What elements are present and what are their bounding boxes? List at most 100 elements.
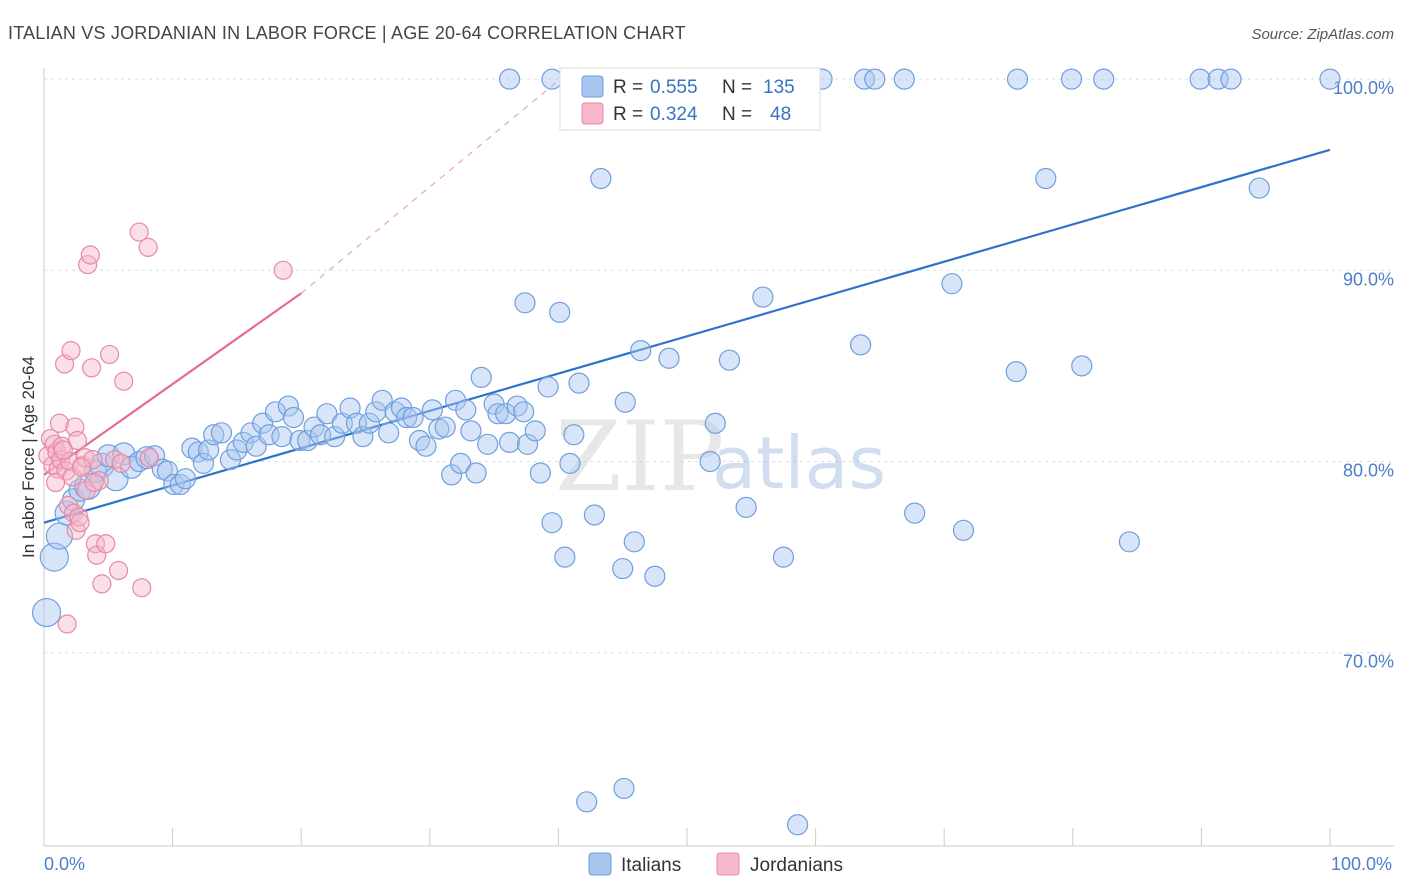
point-italians-35: [271, 426, 293, 448]
point-jordanians-40: [132, 578, 152, 598]
point-jordanians-36: [108, 560, 129, 581]
series-italians: [31, 68, 1341, 836]
point-italians-93: [699, 450, 721, 473]
point-italians-78: [537, 376, 559, 398]
point-italians-108: [514, 292, 536, 314]
series-legend: Italians Jordanians: [588, 852, 843, 876]
point-italians-70: [487, 403, 509, 425]
point-italians-73: [506, 395, 528, 417]
x-tick-label-left: 0.0%: [44, 854, 85, 874]
y-axis-title: In Labor Force | Age 20-64: [19, 356, 38, 558]
point-italians-58: [421, 399, 443, 421]
axes: [43, 68, 1394, 847]
point-jordanians-33: [96, 534, 116, 554]
point-italians-101: [941, 273, 963, 295]
point-italians-110: [613, 777, 635, 800]
point-jordanians-28: [83, 449, 103, 470]
point-italians-130: [498, 68, 521, 90]
point-italians-56: [408, 429, 431, 452]
point-jordanians-34: [99, 344, 120, 365]
trend-line-extension-jordanians: [300, 74, 566, 294]
legend-swatch-jordanians: [581, 102, 604, 125]
point-italians-39: [297, 429, 319, 452]
point-italians-71: [495, 403, 517, 425]
point-italians-85: [583, 504, 606, 526]
legend-n-value-italians: 135: [763, 77, 795, 98]
point-italians-17: [156, 460, 179, 482]
bottom-legend-swatch-jordanians: [716, 852, 740, 876]
trend-line-italians: [43, 148, 1331, 524]
point-jordanians-21: [70, 513, 90, 533]
y-tick-label-100: 100.0%: [1333, 78, 1394, 98]
point-italians-43: [324, 426, 346, 448]
point-italians-36: [277, 395, 299, 417]
point-italians-42: [316, 403, 338, 425]
point-italians-48: [358, 412, 380, 434]
point-italians-103: [1005, 361, 1027, 383]
point-jordanians-47: [84, 472, 104, 493]
point-jordanians-44: [45, 472, 66, 493]
point-italians-79: [541, 512, 563, 534]
point-italians-123: [1006, 68, 1029, 90]
point-italians-0: [31, 597, 62, 628]
point-italians-100: [904, 502, 926, 524]
point-italians-83: [563, 424, 585, 446]
point-italians-88: [614, 391, 636, 413]
legend-r-value-jordanians: 0.324: [650, 104, 698, 125]
point-jordanians-26: [80, 245, 100, 265]
point-italians-54: [396, 406, 418, 429]
point-jordanians-23: [75, 448, 95, 468]
point-italians-77: [529, 462, 551, 484]
watermark-atlas: atlas: [712, 421, 886, 505]
point-italians-102: [952, 519, 975, 541]
point-italians-109: [576, 791, 598, 813]
point-italians-92: [658, 347, 680, 369]
point-italians-107: [1248, 177, 1270, 199]
point-jordanians-32: [92, 574, 112, 594]
point-italians-131: [541, 68, 563, 90]
point-italians-51: [378, 422, 400, 444]
chart-title: ITALIAN VS JORDANIAN IN LABOR FORCE | AG…: [8, 23, 686, 43]
point-italians-129: [1319, 68, 1341, 90]
point-jordanians-13: [60, 451, 80, 472]
y-tick-label-80: 80.0%: [1343, 461, 1394, 481]
point-italians-65: [460, 420, 482, 442]
point-italians-126: [1189, 68, 1211, 90]
point-italians-95: [718, 349, 741, 371]
point-italians-105: [1071, 355, 1093, 377]
point-italians-37: [282, 406, 305, 429]
point-italians-122: [893, 68, 915, 90]
point-italians-97: [752, 286, 774, 308]
legend-n-label-jordanians: N =: [722, 104, 752, 125]
point-italians-96: [735, 496, 757, 518]
point-jordanians-20: [69, 507, 89, 527]
legend-swatch-italians: [581, 75, 604, 98]
watermark: ZIP atlas: [555, 401, 886, 513]
point-italians-67: [470, 366, 492, 388]
point-italians-127: [1207, 68, 1229, 90]
y-tick-labels: 70.0% 80.0% 90.0% 100.0%: [1333, 78, 1394, 672]
point-italians-60: [434, 416, 456, 438]
point-italians-125: [1093, 68, 1115, 90]
point-italians-63: [450, 452, 472, 475]
point-italians-80: [549, 301, 571, 323]
point-italians-1: [39, 542, 69, 572]
gridlines: [44, 78, 1394, 654]
point-italians-47: [352, 426, 374, 448]
correlation-legend: R = 0.555 N = 135 R = 0.324 N = 48: [559, 67, 821, 131]
bottom-legend-label-jordanians: Jordanians: [750, 855, 843, 876]
point-italians-121: [864, 68, 886, 90]
point-italians-49: [365, 401, 387, 423]
legend-n-label-italians: N =: [722, 77, 752, 98]
x-ticks: [43, 828, 1331, 846]
point-italians-89: [623, 531, 645, 553]
point-italians-99: [850, 334, 872, 356]
point-italians-87: [612, 557, 634, 580]
point-italians-21: [181, 437, 203, 459]
x-tick-label-right: 100.0%: [1331, 854, 1392, 874]
point-italians-76: [524, 420, 546, 442]
point-italians-111: [786, 814, 809, 836]
point-jordanians-11: [57, 614, 77, 634]
trend-line-jordanians: [43, 292, 302, 476]
